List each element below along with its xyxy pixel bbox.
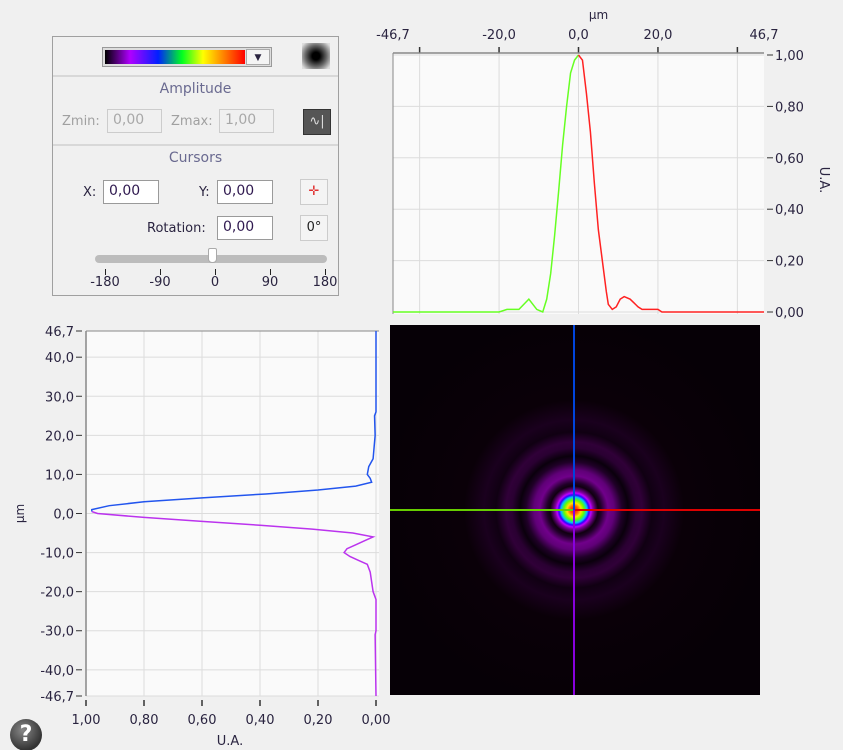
y-tick-label: -46,7 [40,690,74,705]
y-tick-label: -10,0 [40,547,74,562]
x-tick-label: 0,20 [304,713,333,728]
crosshair-center-icon[interactable]: ✛ [300,179,328,205]
divider [53,144,338,146]
y-tick-label: 0,20 [775,255,804,270]
colormap-gradient [105,50,245,64]
slider-tick [325,269,326,275]
slider-tick-label: 90 [261,275,279,290]
x-tick-label: -20,0 [482,28,516,43]
y-tick-label: -30,0 [40,625,74,640]
x-tick-label: 0,40 [246,713,275,728]
help-icon[interactable]: ? [10,719,42,750]
cursor-line-top[interactable] [573,325,575,510]
profile-line-top [91,331,377,512]
y-tick-label: 0,80 [775,100,804,115]
slider-tick [215,269,216,275]
cursor-line-bottom[interactable] [573,510,575,695]
x-tick-label: 1,00 [72,713,101,728]
profile-line-bottom [91,510,377,697]
cursor-y-input[interactable]: 0,00 [217,180,273,204]
slider-tick-label: 180 [312,275,338,290]
slider-tick [160,269,161,275]
x-tick-label: 46,7 [750,28,779,43]
slider-tick [270,269,271,275]
slider-tick-label: -180 [90,275,120,290]
spot-view-button[interactable] [302,43,330,69]
cursors-title: Cursors [168,150,223,166]
y-tick-label: -40,0 [40,664,74,679]
slider-tick-label: -90 [149,275,171,290]
profile-line-left [393,54,580,314]
x-tick-label: 0,60 [188,713,217,728]
cursor-x-label: X: [83,185,97,200]
y-tick-label: 10,0 [45,468,74,483]
x-tick-label: 0,00 [362,713,391,728]
colormap-selector[interactable]: ▼ [102,47,272,67]
cursor-x-input[interactable]: 0,00 [103,180,159,204]
y-tick-label: 0,00 [775,306,804,321]
y-tick-label: 30,0 [45,390,74,405]
zmax-field[interactable]: 1,00 [219,109,274,133]
zmin-field[interactable]: 0,00 [107,109,162,133]
y-tick-label: 40,0 [45,351,74,366]
horizontal-profile-chart: 1,00 0,80 0,60 0,40 0,20 0,00 -46,7 -20,0 0,0 20,… [376,8,831,321]
y-axis-title: µm [13,504,27,523]
x-tick-label: 0,0 [568,28,589,43]
reset-rotation-button[interactable]: 0° [300,215,328,241]
y-tick-label: -20,0 [40,586,74,601]
y-tick-label: 0,60 [775,152,804,167]
y-tick-label: 46,7 [45,325,74,340]
rotation-input[interactable]: 0,00 [217,216,273,240]
chevron-down-icon[interactable]: ▼ [246,49,270,65]
vertical-profile-chart: 1,00 0,80 0,60 0,40 0,20 0,00 46,7 40,0 30,0 20,0… [13,325,391,749]
x-axis-title: µm [589,8,608,22]
y-axis-title: U.A. [816,167,831,193]
rotation-label: Rotation: [147,221,206,236]
slider-tick [105,269,106,275]
y-tick-label: 0,0 [53,508,74,523]
y-tick-label: 1,00 [775,49,804,64]
zmin-label: Zmin: [62,114,100,129]
divider [53,75,338,77]
slider-tick-label: 0 [210,275,220,290]
auto-scale-icon[interactable]: ∿| [303,109,331,135]
cursor-line-left[interactable] [390,509,574,511]
x-tick-label: 0,80 [130,713,159,728]
y-tick-label: 20,0 [45,429,74,444]
cursor-line-right[interactable] [574,509,760,511]
x-axis-title: U.A. [217,734,243,749]
zmax-label: Zmax: [171,114,213,129]
x-tick-label: 20,0 [643,28,672,43]
profile-line-right [577,54,764,313]
rotation-slider-thumb[interactable] [208,248,217,263]
cursor-y-label: Y: [199,185,210,200]
x-tick-label: -46,7 [376,28,410,43]
amplitude-title: Amplitude [159,81,232,97]
y-tick-label: 0,40 [775,203,804,218]
control-panel: ▼ Amplitude Zmin: 0,00 Zmax: 1,00 ∿| Cur… [52,36,339,296]
beam-intensity-image[interactable] [390,325,760,695]
